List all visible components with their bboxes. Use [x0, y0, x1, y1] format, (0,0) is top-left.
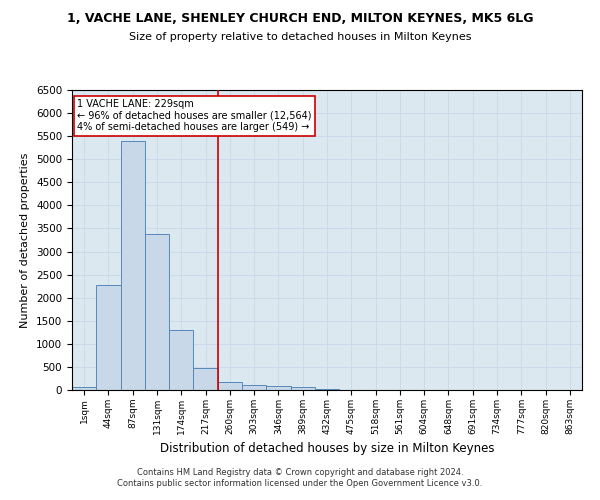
Text: 1 VACHE LANE: 229sqm
← 96% of detached houses are smaller (12,564)
4% of semi-de: 1 VACHE LANE: 229sqm ← 96% of detached h… [77, 99, 311, 132]
Bar [266, 386, 290, 390]
Bar [121, 141, 145, 390]
Bar [169, 330, 193, 390]
Text: 1, VACHE LANE, SHENLEY CHURCH END, MILTON KEYNES, MK5 6LG: 1, VACHE LANE, SHENLEY CHURCH END, MILTO… [67, 12, 533, 26]
Text: Size of property relative to detached houses in Milton Keynes: Size of property relative to detached ho… [129, 32, 471, 42]
Bar [315, 388, 339, 390]
Bar [193, 368, 218, 390]
Bar [145, 234, 169, 390]
Text: Contains HM Land Registry data © Crown copyright and database right 2024.
Contai: Contains HM Land Registry data © Crown c… [118, 468, 482, 487]
Y-axis label: Number of detached properties: Number of detached properties [20, 152, 31, 328]
Bar [290, 388, 315, 390]
Bar [242, 384, 266, 390]
X-axis label: Distribution of detached houses by size in Milton Keynes: Distribution of detached houses by size … [160, 442, 494, 456]
Bar [72, 386, 96, 390]
Bar [96, 285, 121, 390]
Bar [218, 382, 242, 390]
